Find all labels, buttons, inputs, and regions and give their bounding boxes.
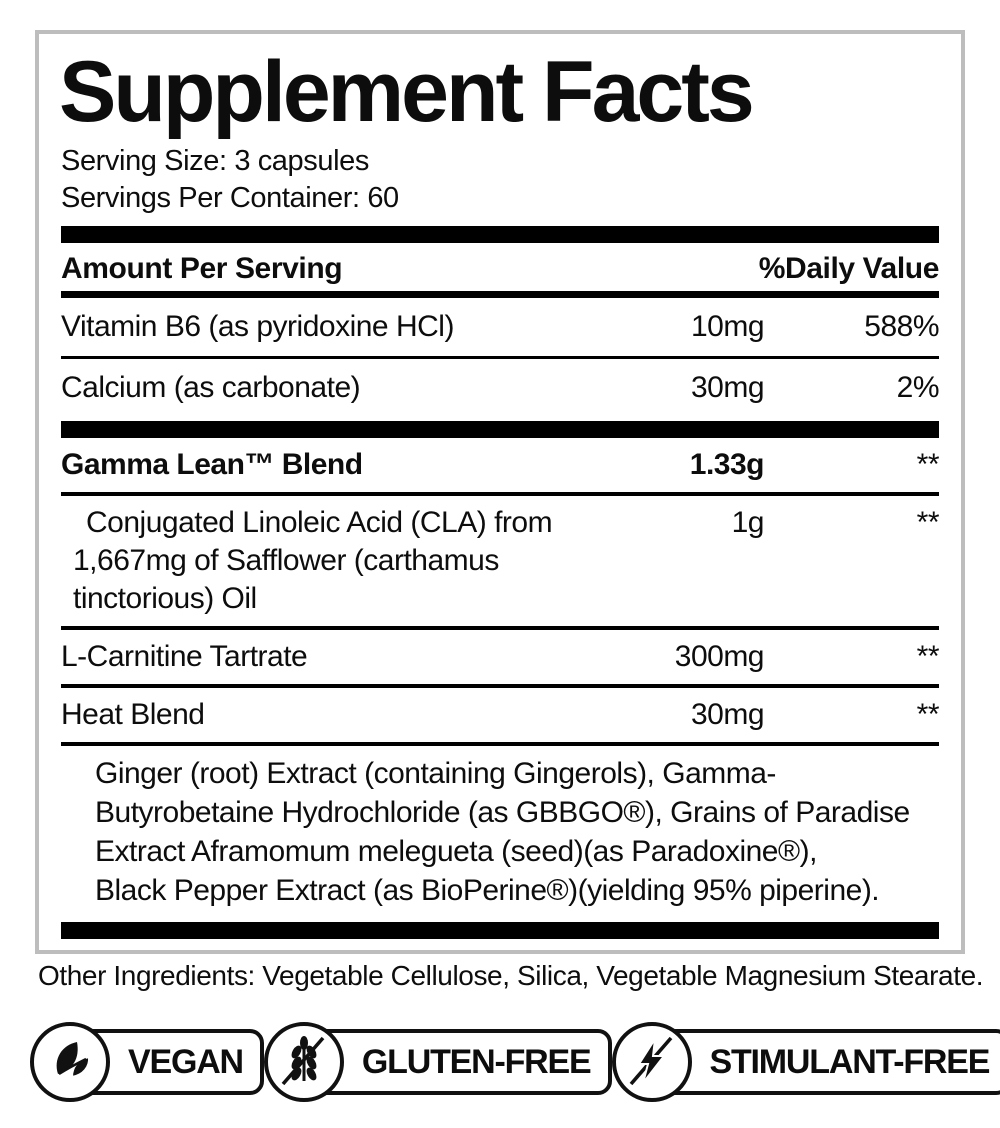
header-amount-per-serving: Amount Per Serving [61, 252, 343, 286]
row-daily-value: ** [916, 506, 940, 540]
row-name: Conjugated Linoleic Acid (CLA) from 1,66… [61, 504, 614, 618]
wheat-crossed-icon [263, 1022, 344, 1102]
badge-row: VEGAN GLUTEN-FREE [30, 1022, 1000, 1102]
row-amount: 1g [731, 506, 765, 540]
row-name: Calcium (as carbonate) [61, 371, 361, 405]
row-name: Vitamin B6 (as pyridoxine HCl) [61, 310, 454, 344]
row-daily-value: ** [916, 448, 940, 482]
row-name: Heat Blend [61, 698, 205, 732]
badge-label: STIMULANT-FREE [709, 1042, 991, 1081]
badge-gluten-free: GLUTEN-FREE [263, 1022, 612, 1102]
row-amount: 10mg [690, 310, 765, 344]
lightning-bolt-crossed-icon [611, 1022, 692, 1102]
badge-vegan: VEGAN [30, 1022, 264, 1102]
table-row-l-carnitine: L-Carnitine Tartrate 300mg ** [61, 630, 940, 689]
badge-pill: STIMULANT-FREE [651, 1029, 1000, 1095]
leaf-icon [30, 1022, 110, 1102]
row-amount: 300mg [674, 640, 765, 674]
row-name-line-2: 1,667mg of Safflower (carthamus tinctori… [73, 544, 499, 616]
supplement-facts-panel: Supplement Facts Serving Size: 3 capsule… [35, 30, 965, 954]
description-line-3: Extract Aframomum melegueta (seed)(as Pa… [95, 835, 817, 869]
row-daily-value: 588% [864, 310, 939, 344]
badge-stimulant-free: STIMULANT-FREE [611, 1022, 1000, 1102]
row-amount: 1.33g [689, 448, 765, 482]
row-daily-value: ** [916, 698, 940, 732]
row-amount: 30mg [690, 698, 765, 732]
table-row-heat-blend: Heat Blend 30mg ** [61, 688, 940, 747]
row-daily-value: 2% [896, 371, 940, 405]
table-header: Amount Per Serving %Daily Value [61, 243, 940, 299]
row-amount: 30mg [690, 371, 765, 405]
daily-value-footnote: **Daily Value not established. [61, 939, 939, 950]
other-ingredients: Other Ingredients: Vegetable Cellulose, … [38, 960, 984, 991]
description-line-1: Ginger (root) Extract (containing Ginger… [95, 757, 776, 791]
row-daily-value: ** [916, 640, 940, 674]
row-name: Gamma Lean™ Blend [61, 448, 363, 482]
table-row-gamma-lean-blend: Gamma Lean™ Blend 1.33g ** [61, 438, 940, 497]
table-row-calcium: Calcium (as carbonate) 30mg 2% [61, 359, 940, 417]
description-line-2: Butyrobetaine Hydrochloride (as GBBGO®),… [95, 796, 910, 830]
badge-label: GLUTEN-FREE [361, 1042, 592, 1081]
header-daily-value: %Daily Value [758, 252, 940, 286]
serving-size: Serving Size: 3 capsules [61, 145, 369, 178]
divider-bar-bottom [61, 922, 939, 940]
badge-label: VEGAN [128, 1042, 244, 1081]
divider-bar-top [61, 226, 939, 244]
row-name-line-1: Conjugated Linoleic Acid (CLA) from [86, 506, 553, 540]
panel-title: Supplement Facts [59, 44, 755, 140]
table-row-cla: Conjugated Linoleic Acid (CLA) from 1,66… [61, 496, 940, 631]
table-row-vitamin-b6: Vitamin B6 (as pyridoxine HCl) 10mg 588% [61, 298, 940, 360]
row-name: L-Carnitine Tartrate [61, 640, 308, 674]
divider-bar-middle [61, 421, 939, 439]
servings-per-container: Servings Per Container: 60 [61, 182, 399, 215]
description-line-4: Black Pepper Extract (as BioPerine®)(yie… [95, 874, 880, 908]
heat-blend-description: Ginger (root) Extract (containing Ginger… [61, 746, 939, 920]
badge-pill: GLUTEN-FREE [303, 1029, 612, 1095]
